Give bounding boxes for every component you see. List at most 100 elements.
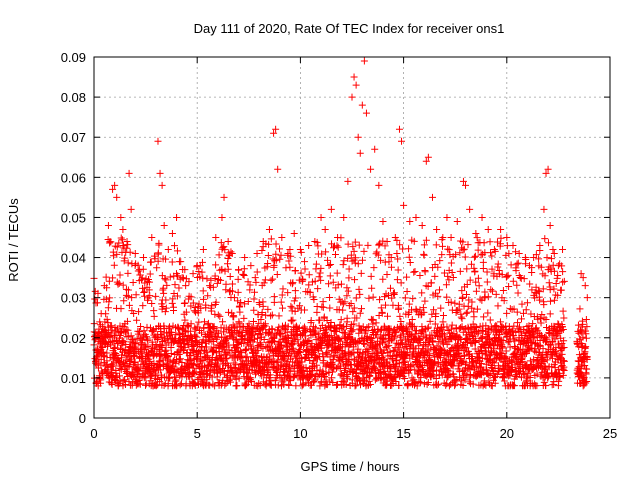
data-point bbox=[154, 334, 162, 342]
data-point bbox=[261, 320, 269, 328]
data-point bbox=[349, 326, 357, 334]
data-point bbox=[532, 324, 540, 332]
data-point bbox=[113, 250, 121, 258]
data-point bbox=[182, 282, 190, 290]
data-point bbox=[358, 256, 366, 264]
data-point bbox=[367, 368, 375, 376]
data-point bbox=[250, 318, 258, 326]
data-point bbox=[504, 362, 512, 370]
data-point bbox=[250, 295, 258, 303]
data-point bbox=[285, 382, 293, 390]
data-point bbox=[582, 343, 590, 351]
data-point bbox=[415, 358, 423, 366]
data-point bbox=[166, 273, 174, 281]
data-point bbox=[274, 381, 282, 389]
data-point bbox=[125, 301, 133, 309]
data-point bbox=[385, 251, 393, 259]
data-point bbox=[461, 253, 469, 261]
data-point bbox=[139, 302, 147, 310]
data-point bbox=[408, 316, 416, 324]
data-point bbox=[166, 323, 174, 331]
data-point bbox=[273, 358, 281, 366]
data-point bbox=[347, 299, 355, 307]
y-tick-label: 0.07 bbox=[61, 130, 86, 145]
data-point bbox=[442, 281, 450, 289]
data-point bbox=[216, 312, 224, 320]
data-point bbox=[220, 243, 228, 251]
data-point bbox=[413, 382, 421, 390]
data-point bbox=[363, 324, 371, 332]
data-point bbox=[194, 309, 202, 317]
data-point bbox=[522, 255, 530, 263]
data-point bbox=[179, 266, 187, 274]
data-point bbox=[582, 315, 590, 323]
data-point bbox=[544, 165, 552, 173]
data-point bbox=[327, 205, 335, 213]
data-point bbox=[457, 313, 465, 321]
data-point bbox=[412, 345, 420, 353]
data-point bbox=[108, 381, 116, 389]
data-point bbox=[301, 306, 309, 314]
data-point bbox=[274, 165, 282, 173]
data-point bbox=[171, 281, 179, 289]
data-point bbox=[224, 308, 232, 316]
data-point bbox=[459, 246, 467, 254]
data-point bbox=[155, 239, 163, 247]
data-point bbox=[410, 268, 418, 276]
data-point bbox=[420, 251, 428, 259]
data-point bbox=[128, 294, 136, 302]
data-point bbox=[379, 362, 387, 370]
data-point bbox=[292, 382, 300, 390]
data-point bbox=[404, 380, 412, 388]
data-point bbox=[197, 304, 205, 312]
data-point bbox=[372, 331, 380, 339]
data-point bbox=[160, 289, 168, 297]
data-point bbox=[232, 369, 240, 377]
data-point bbox=[554, 320, 562, 328]
data-point bbox=[366, 333, 374, 341]
data-point bbox=[124, 241, 132, 249]
data-point bbox=[403, 273, 411, 281]
data-point bbox=[452, 354, 460, 362]
data-point bbox=[298, 382, 306, 390]
data-point bbox=[251, 367, 259, 375]
data-point bbox=[119, 281, 127, 289]
data-point bbox=[100, 325, 108, 333]
data-point bbox=[403, 287, 411, 295]
data-point bbox=[574, 321, 582, 329]
data-point bbox=[549, 261, 557, 269]
data-point bbox=[489, 358, 497, 366]
data-point bbox=[576, 305, 584, 313]
data-point bbox=[146, 357, 154, 365]
data-point bbox=[463, 265, 471, 273]
data-point bbox=[344, 254, 352, 262]
data-point bbox=[237, 298, 245, 306]
data-point bbox=[115, 279, 123, 287]
data-point bbox=[337, 280, 345, 288]
data-point bbox=[103, 349, 111, 357]
data-point bbox=[171, 335, 179, 343]
data-point bbox=[333, 269, 341, 277]
data-point bbox=[495, 367, 503, 375]
data-point bbox=[196, 273, 204, 281]
data-point bbox=[145, 278, 153, 286]
data-point bbox=[552, 279, 560, 287]
data-point bbox=[405, 253, 413, 261]
data-point bbox=[391, 332, 399, 340]
data-point bbox=[542, 169, 550, 177]
data-point bbox=[129, 336, 137, 344]
data-point bbox=[225, 376, 233, 384]
data-point bbox=[479, 333, 487, 341]
data-point bbox=[325, 369, 333, 377]
data-point bbox=[201, 347, 209, 355]
data-point bbox=[560, 366, 568, 374]
data-point bbox=[470, 253, 478, 261]
data-point bbox=[550, 322, 558, 330]
data-point bbox=[394, 266, 402, 274]
data-point bbox=[172, 376, 180, 384]
data-point bbox=[461, 370, 469, 378]
y-tick-label: 0.02 bbox=[61, 331, 86, 346]
data-point bbox=[489, 287, 497, 295]
data-point bbox=[109, 185, 117, 193]
data-point bbox=[386, 284, 394, 292]
